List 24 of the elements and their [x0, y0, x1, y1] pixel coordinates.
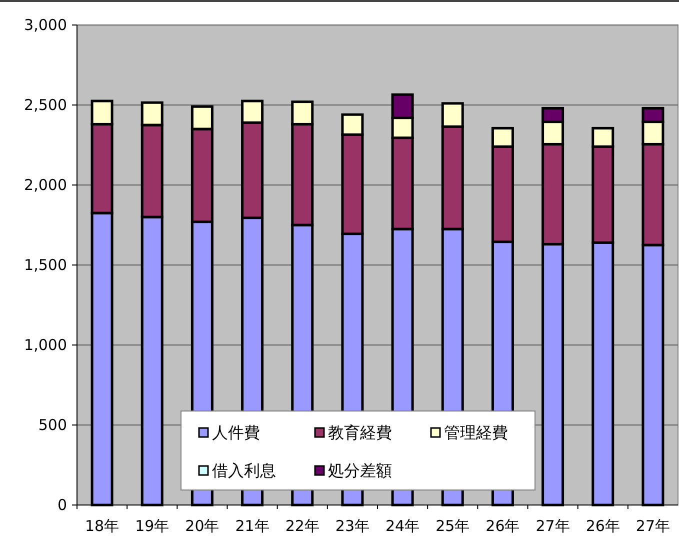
x-tick-label: 19年 [135, 517, 170, 535]
x-tick-label: 21年 [235, 517, 270, 535]
x-tick-label: 22年 [285, 517, 320, 535]
legend-label: 教育経費 [328, 423, 392, 442]
x-tick-label: 27年 [636, 517, 670, 535]
y-tick-label: 500 [38, 416, 67, 434]
x-tick-label: 24年 [385, 517, 420, 535]
legend-label: 処分差額 [328, 461, 392, 480]
x-tick-label: 26年 [586, 517, 620, 535]
y-tick-label: 3,000 [24, 16, 67, 34]
y-tick-label: 1,000 [24, 336, 67, 354]
y-tick-label: 2,000 [24, 176, 67, 194]
legend-label: 借入利息 [212, 461, 276, 480]
legend-label: 人件費 [212, 423, 260, 442]
legend-label: 管理経費 [444, 423, 508, 442]
x-tick-label: 26年 [486, 517, 520, 535]
y-tick-label: 2,500 [24, 96, 67, 114]
x-tick-label: 25年 [436, 517, 470, 535]
x-tick-label: 23年 [335, 517, 370, 535]
x-tick-label: 18年 [84, 517, 120, 535]
y-tick-label: 0 [57, 496, 67, 514]
x-tick-label: 20年 [185, 517, 220, 535]
y-tick-label: 1,500 [24, 256, 67, 274]
x-tick-label: 27年 [536, 517, 570, 535]
